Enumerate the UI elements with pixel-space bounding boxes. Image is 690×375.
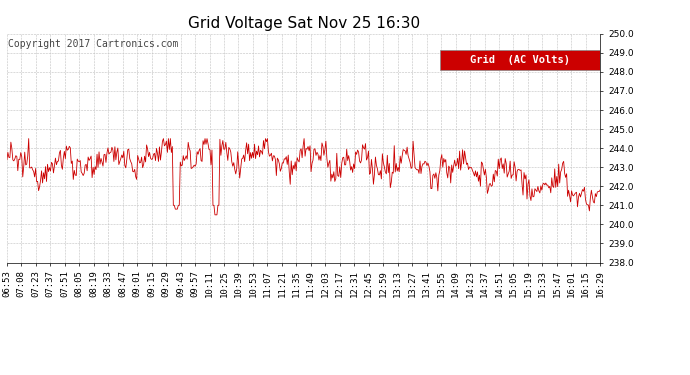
Title: Grid Voltage Sat Nov 25 16:30: Grid Voltage Sat Nov 25 16:30	[188, 16, 420, 31]
FancyBboxPatch shape	[440, 50, 600, 70]
Text: Copyright 2017 Cartronics.com: Copyright 2017 Cartronics.com	[8, 39, 179, 50]
Text: Grid  (AC Volts): Grid (AC Volts)	[470, 55, 570, 65]
